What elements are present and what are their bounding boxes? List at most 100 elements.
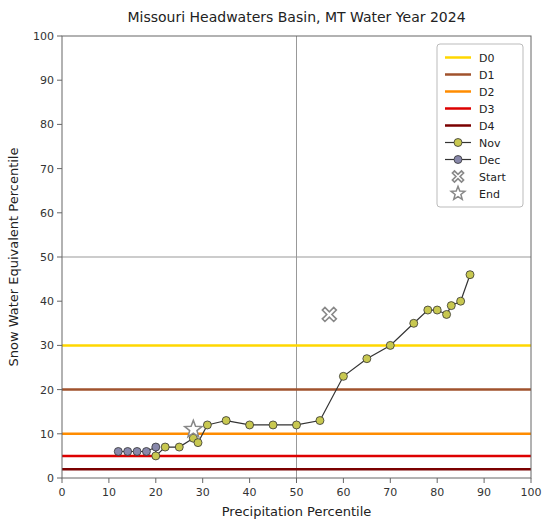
data-point: [269, 421, 277, 429]
title: Missouri Headwaters Basin, MT Water Year…: [127, 9, 465, 25]
legend-swatch: [452, 171, 463, 182]
legend-label: D3: [479, 103, 494, 116]
drought-line: [62, 388, 531, 391]
marker-x: [322, 307, 336, 321]
x-tick-label: 60: [336, 486, 350, 499]
y-tick: [57, 168, 62, 169]
x-tick-label: 80: [430, 486, 444, 499]
y-axis-label: Snow Water Equivalent Percentile: [6, 148, 21, 367]
x-axis-label: Precipitation Percentile: [222, 504, 372, 519]
legend-box: [437, 44, 523, 207]
x-tick: [108, 478, 109, 483]
legend-swatch: [454, 156, 462, 164]
data-point: [386, 341, 394, 349]
y-tick-label: 20: [40, 384, 54, 397]
y-tick: [57, 124, 62, 125]
legend-label: D2: [479, 86, 494, 99]
x-tick: [484, 478, 485, 483]
y-tick-label: 50: [40, 251, 54, 264]
x-tick-label: 30: [196, 486, 210, 499]
y-tick-label: 60: [40, 207, 54, 220]
y-tick: [57, 433, 62, 434]
data-point: [466, 271, 474, 279]
data-point: [203, 421, 211, 429]
data-point: [152, 452, 160, 460]
legend-label: Nov: [479, 137, 501, 150]
legend-swatch: [445, 107, 471, 110]
legend-label: End: [479, 188, 500, 201]
data-point: [363, 355, 371, 363]
x-tick: [437, 478, 438, 483]
data-point: [194, 439, 202, 447]
x-tick-label: 10: [102, 486, 116, 499]
x-tick: [62, 478, 63, 483]
axes: 0102030405060708090100010203040506070809…: [33, 30, 542, 499]
data-point: [133, 447, 141, 455]
legend-swatch: [454, 139, 462, 147]
data-point: [316, 417, 324, 425]
y-tick: [57, 212, 62, 213]
legend-swatch: [451, 186, 465, 199]
trajectory-line: [156, 275, 470, 456]
legend-label: Start: [479, 171, 507, 184]
y-tick-label: 90: [40, 74, 54, 87]
data-point: [424, 306, 432, 314]
x-tick: [202, 478, 203, 483]
data-point: [433, 306, 441, 314]
data-point: [246, 421, 254, 429]
y-tick: [57, 80, 62, 81]
x-tick-label: 100: [521, 486, 542, 499]
drought-line: [62, 455, 531, 458]
y-tick: [57, 257, 62, 258]
x-tick: [531, 478, 532, 483]
plot-frame: [62, 36, 531, 478]
x-tick-label: 40: [243, 486, 257, 499]
data-point: [457, 297, 465, 305]
legend-swatch: [445, 90, 471, 93]
drought-line: [62, 468, 531, 471]
data-point: [222, 417, 230, 425]
legend: D0 D1 D2 D3 D4 Nov Dec Start End: [437, 44, 523, 207]
y-tick-label: 10: [40, 428, 54, 441]
legend-label: Dec: [479, 154, 500, 167]
x-tick-label: 70: [383, 486, 397, 499]
data-point: [339, 372, 347, 380]
y-tick-label: 0: [47, 472, 54, 485]
data-point: [124, 447, 132, 455]
data-point: [152, 443, 160, 451]
x-tick: [155, 478, 156, 483]
plot-area: [62, 36, 531, 478]
data-point: [142, 447, 150, 455]
y-tick: [57, 36, 62, 37]
chart: Missouri Headwaters Basin, MT Water Year…: [0, 0, 547, 528]
legend-swatch: [445, 56, 471, 59]
data-point: [443, 310, 451, 318]
legend-label: D4: [479, 120, 494, 133]
y-tick-label: 80: [40, 118, 54, 131]
data-point: [114, 447, 122, 455]
y-tick: [57, 301, 62, 302]
legend-swatch: [445, 73, 471, 76]
x-tick-label: 20: [149, 486, 163, 499]
marker-star: [185, 420, 202, 436]
x-tick: [296, 478, 297, 483]
y-tick: [57, 478, 62, 479]
x-tick: [390, 478, 391, 483]
data-point: [175, 443, 183, 451]
drought-line: [62, 344, 531, 347]
legend-label: D1: [479, 69, 494, 82]
y-tick-label: 40: [40, 295, 54, 308]
x-tick-label: 90: [477, 486, 491, 499]
reference-line: [62, 257, 531, 258]
y-tick: [57, 389, 62, 390]
data-point: [447, 302, 455, 310]
data-point: [410, 319, 418, 327]
x-tick-label: 50: [290, 486, 304, 499]
x-tick: [249, 478, 250, 483]
data-point: [161, 443, 169, 451]
legend-label: D0: [479, 52, 494, 65]
data-point: [293, 421, 301, 429]
y-tick: [57, 345, 62, 346]
x-tick: [343, 478, 344, 483]
x-tick-label: 0: [59, 486, 66, 499]
